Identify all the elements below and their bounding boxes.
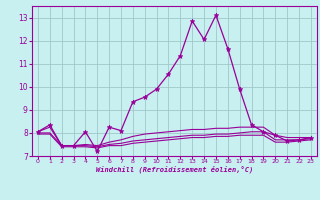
X-axis label: Windchill (Refroidissement éolien,°C): Windchill (Refroidissement éolien,°C) [96,166,253,173]
